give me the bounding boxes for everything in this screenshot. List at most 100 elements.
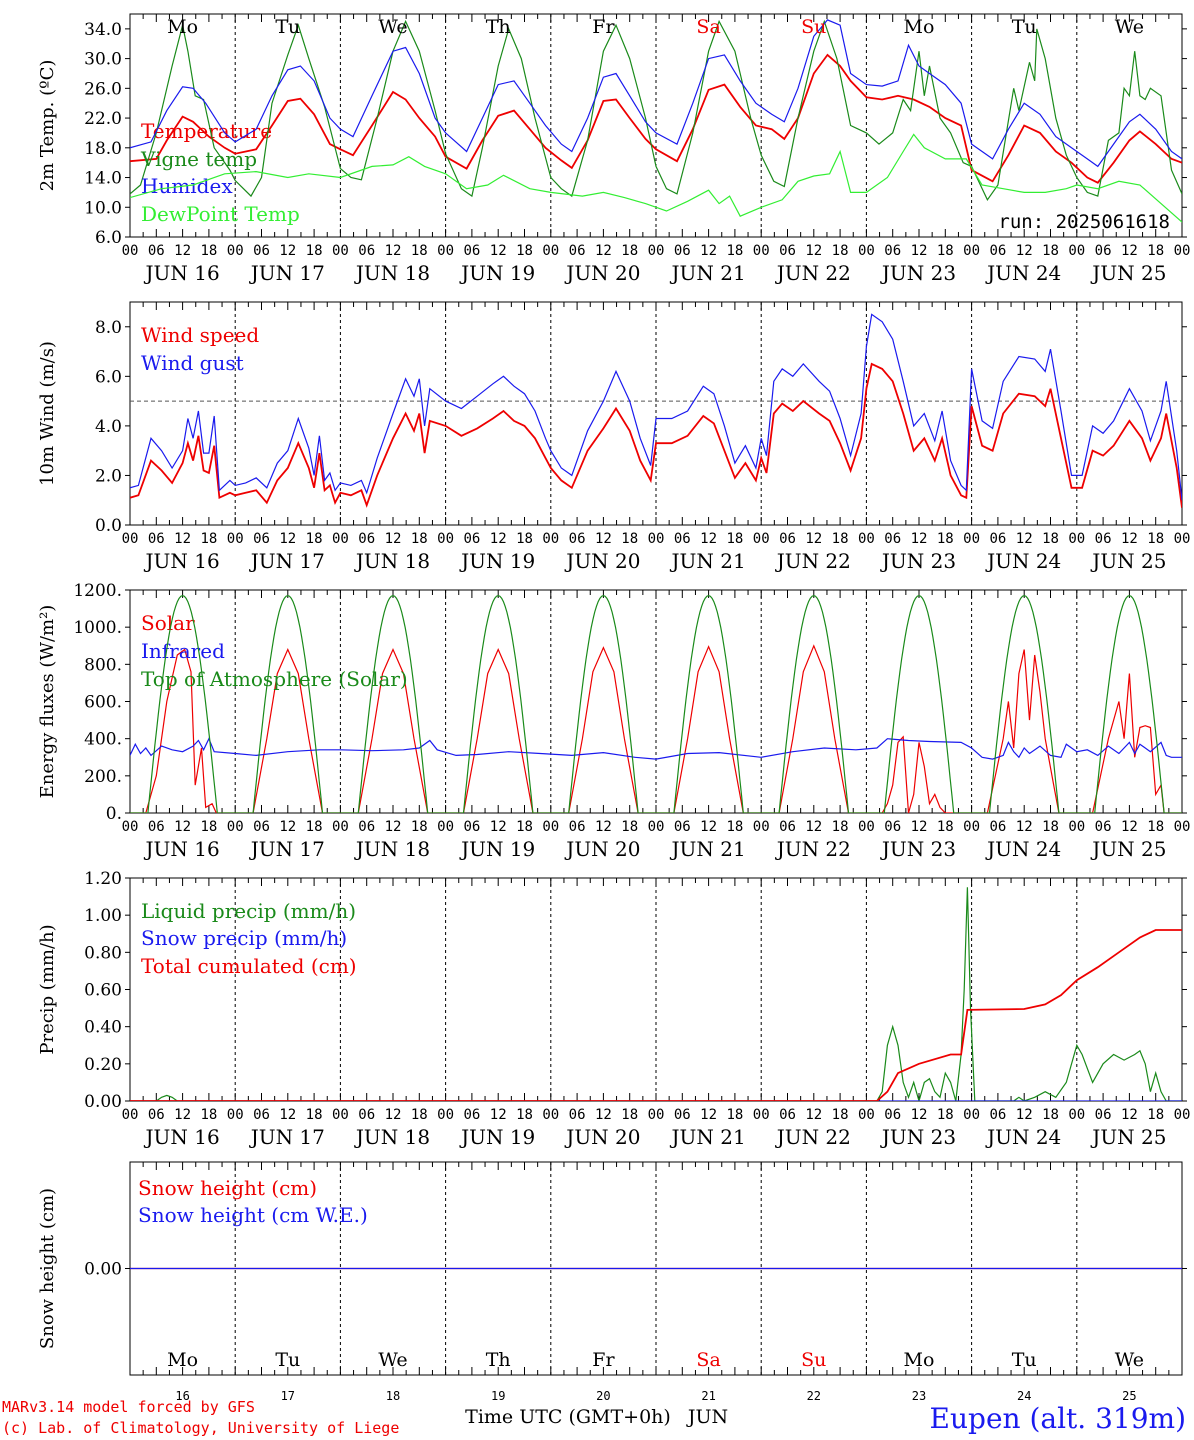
hour-tick-label: 12 (279, 531, 296, 547)
hour-tick-label: 06 (148, 243, 165, 259)
hour-tick-label: 06 (148, 531, 165, 547)
hour-tick-label: 12 (385, 1107, 402, 1123)
hour-tick-label: 06 (358, 531, 375, 547)
y-tick-label: 1200. (73, 581, 122, 601)
hour-tick-label: 00 (1068, 1107, 1085, 1123)
date-label: JUN 24 (985, 1125, 1061, 1149)
hour-tick-label: 18 (1147, 243, 1164, 259)
hour-tick-label: 00 (858, 243, 875, 259)
panel-5: 0.00 Snow height (cm) Snow height (cm) Snow… (37, 1161, 1187, 1376)
hour-tick-label: 00 (332, 1107, 349, 1123)
y-tick-label: 6.0 (95, 228, 122, 248)
date-label: JUN 17 (249, 1125, 325, 1149)
hour-tick-label: 06 (989, 819, 1006, 835)
hour-tick-label: 06 (884, 1107, 901, 1123)
hour-tick-label: 06 (569, 243, 586, 259)
y-tick-label: 10.0 (84, 198, 122, 218)
weekday-label-bottom: Sa (696, 1349, 720, 1371)
hour-tick-label: 12 (1016, 243, 1033, 259)
date-label: JUN 23 (880, 1125, 956, 1149)
y-tick-label: 18.0 (84, 139, 122, 159)
y-tick-label: 34.0 (84, 20, 122, 40)
panel-3: 0. 200. 400. 600. 800. 1000. 1200. Energy fluxe… (37, 581, 1190, 861)
hour-tick-label: 06 (884, 531, 901, 547)
hour-tick-label: 18 (937, 819, 954, 835)
hour-tick-label: 18 (306, 819, 323, 835)
hour-tick-label: 18 (621, 1107, 638, 1123)
weekday-label: We (1115, 16, 1144, 38)
legend-entry: Solar (141, 611, 195, 635)
hour-tick-label: 12 (805, 1107, 822, 1123)
hour-tick-label: 00 (227, 243, 244, 259)
hour-tick-label: 06 (463, 819, 480, 835)
day-number-label: 19 (491, 1389, 505, 1403)
hour-tick-label: 06 (779, 819, 796, 835)
hour-tick-label: 00 (963, 1107, 980, 1123)
panel-1: 6.0 10.0 14.0 18.0 22.0 26.0 30.0 34.0 2m Temp. … (37, 13, 1191, 285)
hour-tick-label: 18 (937, 243, 954, 259)
hour-tick-label: 06 (989, 243, 1006, 259)
weekday-label: Mo (167, 16, 198, 38)
date-label: JUN 21 (670, 1125, 746, 1149)
hour-tick-label: 18 (200, 819, 217, 835)
hour-tick-label: 00 (648, 243, 665, 259)
hour-tick-label: 06 (779, 243, 796, 259)
weekday-label-bottom: Th (486, 1349, 511, 1371)
hour-tick-label: 12 (1121, 531, 1138, 547)
hour-tick-label: 06 (674, 243, 691, 259)
hour-tick-label: 06 (569, 531, 586, 547)
y-tick-label: 0.60 (84, 981, 122, 1001)
date-label: JUN 25 (1090, 261, 1166, 285)
y-tick-label: 2.0 (95, 466, 122, 486)
hour-tick-label: 00 (1174, 531, 1191, 547)
date-label: JUN 18 (354, 1125, 430, 1149)
weekday-label: Fr (592, 16, 615, 38)
hour-tick-label: 00 (542, 243, 559, 259)
hour-tick-label: 18 (937, 1107, 954, 1123)
y-tick-label: 22.0 (84, 109, 122, 129)
y-tick-label: 800. (84, 655, 122, 675)
hour-tick-label: 00 (963, 531, 980, 547)
hour-tick-label: 12 (490, 1107, 507, 1123)
hour-tick-label: 00 (542, 531, 559, 547)
hour-tick-label: 18 (832, 243, 849, 259)
day-number-label: 24 (1017, 1389, 1031, 1403)
station-name: Eupen (alt. 319m) (929, 1402, 1186, 1435)
date-label: JUN 22 (775, 549, 851, 573)
series-line-liquid-precip-mm-h- (130, 887, 1182, 1101)
hour-tick-label: 18 (411, 819, 428, 835)
legend-entry: Temperature (141, 119, 272, 143)
date-label: JUN 23 (880, 837, 956, 861)
date-label: JUN 21 (670, 837, 746, 861)
hour-tick-label: 18 (1042, 531, 1059, 547)
hour-tick-label: 06 (253, 1107, 270, 1123)
hour-tick-label: 12 (595, 243, 612, 259)
hour-tick-label: 12 (1016, 1107, 1033, 1123)
date-label: JUN 20 (564, 837, 640, 861)
hour-tick-label: 00 (648, 819, 665, 835)
day-number-label: 17 (281, 1389, 295, 1403)
hour-tick-label: 18 (621, 243, 638, 259)
legend-entry: DewPoint Temp (141, 202, 300, 226)
hour-tick-label: 06 (1095, 531, 1112, 547)
series-line-wind-speed (130, 362, 1182, 508)
date-label: JUN 25 (1090, 1125, 1166, 1149)
hour-tick-label: 12 (805, 819, 822, 835)
hour-tick-label: 18 (726, 243, 743, 259)
hour-tick-label: 12 (490, 819, 507, 835)
hour-tick-label: 18 (516, 1107, 533, 1123)
hour-tick-label: 12 (595, 531, 612, 547)
hour-tick-label: 12 (700, 243, 717, 259)
weekday-label-bottom: Mo (167, 1349, 198, 1371)
y-tick-label: 0.20 (84, 1055, 122, 1075)
day-number-label: 16 (175, 1389, 189, 1403)
hour-tick-label: 00 (122, 819, 139, 835)
y-tick-label: 30.0 (84, 50, 122, 70)
weekday-label-bottom: Mo (904, 1349, 935, 1371)
weekday-label: Mo (904, 16, 935, 38)
y-axis-label: Energy fluxes (W/m²) (37, 605, 58, 799)
credit-lab: (c) Lab. of Climatology, University of L… (2, 1419, 400, 1437)
weekday-label-bottom: Tu (1012, 1349, 1037, 1371)
hour-tick-label: 00 (1174, 243, 1191, 259)
